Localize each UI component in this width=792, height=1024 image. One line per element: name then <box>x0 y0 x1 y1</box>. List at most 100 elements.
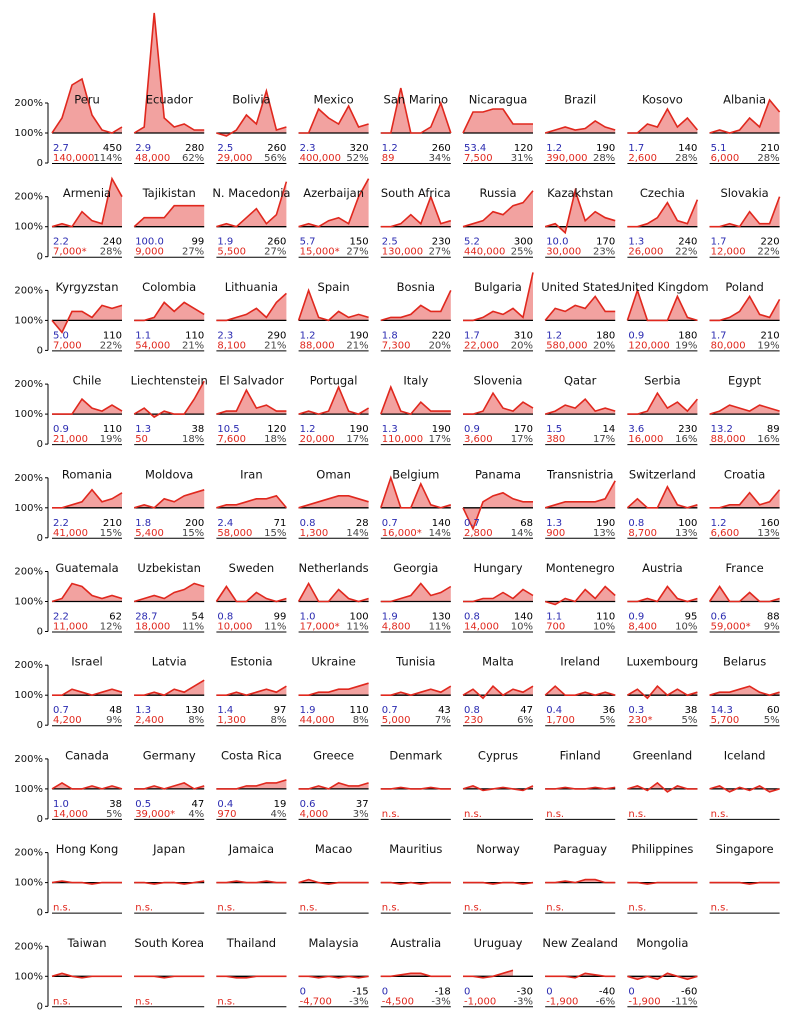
excess-percent: 17% <box>346 434 368 445</box>
ratio: 0.7 <box>464 518 480 529</box>
excess-deaths: 80,000 <box>711 340 746 351</box>
excess-line <box>463 881 534 885</box>
ratio: 0.9 <box>628 330 644 341</box>
ratio: 1.2 <box>546 330 562 341</box>
excess-percent: 11% <box>346 622 368 633</box>
excess-line <box>216 494 288 509</box>
excess-deaths: n.s. <box>135 903 153 914</box>
peak: 140 <box>514 612 533 623</box>
excess-line <box>51 781 123 790</box>
country-name: Iceland <box>724 748 766 762</box>
peak: 60 <box>767 705 780 716</box>
peak: 180 <box>678 330 697 341</box>
country-name: Bosnia <box>397 280 435 294</box>
excess-line <box>708 585 780 603</box>
excess-deaths: 390,000 <box>546 153 587 164</box>
y-tick-label: 100% <box>14 597 43 608</box>
country-name: Jamaica <box>228 842 274 856</box>
ratio: 1.0 <box>300 612 316 623</box>
excess-line <box>463 588 534 603</box>
excess-percent: 5% <box>764 715 780 726</box>
excess-area <box>627 199 698 227</box>
y-tick-label: 200% <box>14 98 43 109</box>
country-name: Serbia <box>644 374 681 388</box>
country-name: Malta <box>482 655 514 669</box>
peak: 28 <box>356 518 369 529</box>
excess-area <box>134 489 205 508</box>
excess-percent: 25% <box>511 247 533 258</box>
peak: -30 <box>517 986 533 997</box>
excess-area <box>298 178 369 227</box>
ratio: 0.8 <box>300 518 316 529</box>
peak: -60 <box>681 986 697 997</box>
ratio: 1.2 <box>382 143 398 154</box>
excess-deaths: 44,000 <box>300 715 335 726</box>
peak: 120 <box>514 143 533 154</box>
excess-percent: 14% <box>346 528 368 539</box>
excess-line <box>544 685 616 697</box>
excess-line <box>627 781 698 793</box>
excess-line <box>380 972 451 978</box>
excess-area <box>216 293 287 321</box>
excess-line <box>627 585 698 603</box>
ratio: 0.4 <box>217 799 233 810</box>
country-name: Netherlands <box>299 561 369 575</box>
country-name: Costa Rica <box>221 748 282 762</box>
peak: 62 <box>109 612 122 623</box>
excess-line <box>463 391 534 415</box>
excess-deaths: n.s. <box>135 996 153 1007</box>
peak: 290 <box>267 330 286 341</box>
ratio: 2.4 <box>217 518 233 529</box>
excess-percent: 5% <box>682 715 698 726</box>
excess-line <box>216 88 287 137</box>
peak: 260 <box>432 143 451 154</box>
country-name: Israel <box>71 655 102 669</box>
excess-percent: 3% <box>353 809 369 820</box>
excess-percent: 27% <box>264 247 286 258</box>
excess-line <box>297 581 369 603</box>
y-tick-label: 200% <box>14 660 43 671</box>
excess-percent: 15% <box>264 528 286 539</box>
excess-percent: 9% <box>764 622 780 633</box>
excess-area <box>627 686 698 699</box>
ratio: 1.2 <box>711 518 727 529</box>
excess-line <box>380 786 451 790</box>
peak: 260 <box>267 143 286 154</box>
excess-percent: 27% <box>429 247 451 258</box>
excess-deaths: 4,800 <box>382 622 411 633</box>
country-name: Slovenia <box>474 374 523 388</box>
excess-deaths: 22,000 <box>464 340 499 351</box>
country-name: Lithuania <box>225 280 278 294</box>
peak: 99 <box>191 237 204 248</box>
excess-percent: 21% <box>346 340 368 351</box>
peak: 68 <box>520 518 533 529</box>
excess-percent: 17% <box>511 434 533 445</box>
peak: 38 <box>191 424 204 435</box>
country-name: Portugal <box>310 374 358 388</box>
country-name: Ukraine <box>311 655 355 669</box>
excess-area <box>709 586 780 602</box>
excess-line <box>216 685 287 697</box>
excess-line <box>544 397 616 415</box>
peak: 43 <box>438 705 451 716</box>
excess-area <box>52 489 122 508</box>
ratio: 1.3 <box>135 424 151 435</box>
y-tick-label: 200% <box>14 567 43 578</box>
excess-percent: 8% <box>188 715 204 726</box>
excess-line <box>463 272 534 322</box>
excess-deaths: 16,000 <box>628 434 663 445</box>
excess-percent: 22% <box>100 340 122 351</box>
y-tick-label: 100% <box>14 690 43 701</box>
excess-line <box>52 397 123 415</box>
excess-deaths: 4,200 <box>53 715 82 726</box>
excess-deaths: 30,000 <box>546 247 581 258</box>
excess-area <box>298 683 369 696</box>
excess-percent: 15% <box>100 528 122 539</box>
ratio: 1.9 <box>300 705 316 716</box>
peak: 190 <box>596 518 615 529</box>
excess-deaths: n.s. <box>217 996 235 1007</box>
excess-deaths: 88,000 <box>711 434 746 445</box>
ratio: 2.2 <box>53 518 69 529</box>
peak: 89 <box>767 424 780 435</box>
y-tick-label: 100% <box>14 971 43 982</box>
